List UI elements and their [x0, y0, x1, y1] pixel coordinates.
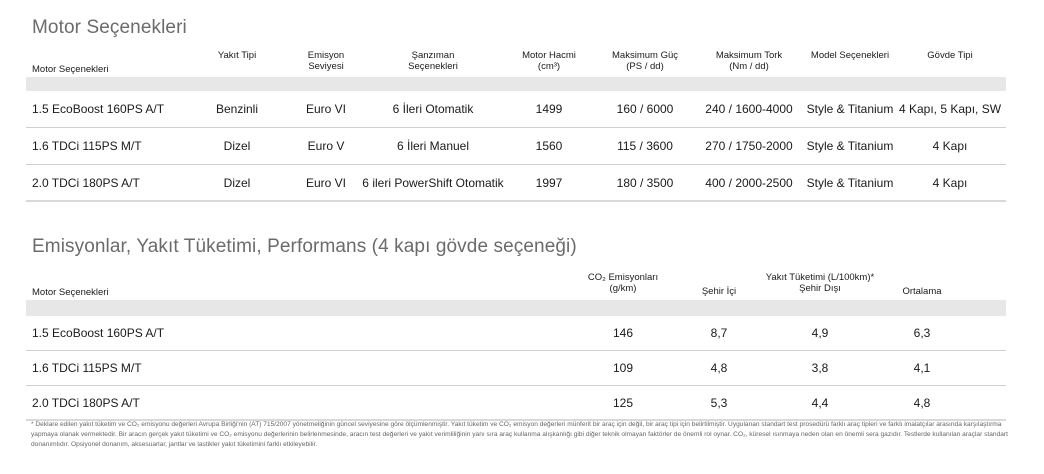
header-engine: Motor Seçenekleri — [32, 64, 109, 75]
cell-engine: 2.0 TDCi 180PS A/T — [32, 395, 140, 410]
header-body: Gövde Tipi — [927, 50, 973, 61]
cell-highway: 3,8 — [811, 361, 829, 375]
cell-highway: 4,9 — [811, 326, 829, 340]
cell-fuel: Dizel — [223, 139, 251, 153]
header-gearbox: Şanzıman Seçenekleri — [408, 50, 458, 72]
section-title-emissions: Emisyonlar, Yakıt Tüketimi, Performans (… — [32, 236, 577, 257]
cell-engine: 1.6 TDCi 115PS M/T — [32, 139, 142, 153]
table-row: 1.5 EcoBoost 160PS A/T Benzinli Euro VI 6 İ… — [26, 91, 1006, 128]
cell-highway: 4,4 — [811, 395, 829, 410]
cell-power: 115 / 3600 — [617, 139, 673, 153]
table-row: 1.6 TDCi 115PS M/T Dizel Euro V 6 İleri Man… — [26, 128, 1006, 165]
cell-fuel: Dizel — [223, 175, 251, 190]
cell-average: 4,1 — [913, 361, 931, 375]
table-row: 2.0 TDCi 180PS A/T 125 5,3 4,4 4,8 — [26, 386, 1006, 421]
cell-displacement: 1997 — [535, 175, 563, 190]
cell-engine: 1.5 EcoBoost 160PS A/T — [32, 326, 165, 340]
cell-average: 4,8 — [913, 395, 931, 410]
cell-city: 4,8 — [710, 361, 728, 375]
header-city: Şehir İçi — [701, 286, 737, 297]
cell-model: Style & Titanium — [806, 139, 894, 153]
cell-gearbox: 6 İleri Manuel — [396, 139, 470, 153]
cell-emission: Euro VI — [305, 175, 347, 190]
cell-gearbox: 6 İleri Otomatik — [392, 102, 474, 116]
header-emission: Emisyon Seviyesi — [307, 50, 345, 72]
cell-co2: 125 — [612, 395, 634, 410]
cell-co2: 109 — [612, 361, 634, 375]
header-fuel-consumption: Yakıt Tüketimi (L/100km)* — [765, 272, 875, 283]
cell-engine: 1.5 EcoBoost 160PS A/T — [32, 102, 165, 116]
cell-body: 4 Kapı — [932, 175, 968, 190]
header-average: Ortalama — [902, 286, 942, 297]
cell-fuel: Benzinli — [215, 102, 259, 116]
header-highway: Şehir Dışı — [799, 283, 841, 294]
footnote: * Deklare edilen yakıt tüketim ve CO₂ em… — [31, 421, 1008, 448]
table-row: 1.5 EcoBoost 160PS A/T 146 8,7 4,9 6,3 — [26, 316, 1006, 351]
cell-engine: 2.0 TDCi 180PS A/T — [32, 175, 140, 190]
cell-engine: 1.6 TDCi 115PS M/T — [32, 361, 142, 375]
header-separator-band — [26, 300, 1006, 316]
header-co2: CO₂ Emisyonları (g/km) — [587, 272, 659, 294]
cell-torque: 240 / 1600-4000 — [705, 102, 793, 116]
cell-gearbox: 6 ileri PowerShift Otomatik — [362, 175, 504, 190]
cell-torque: 270 / 1750-2000 — [705, 139, 793, 153]
cell-torque: 400 / 2000-2500 — [705, 175, 793, 190]
header-max-torque: Maksimum Tork (Nm / dd) — [715, 50, 783, 72]
cell-model: Style & Titanium — [806, 102, 894, 116]
header-fuel: Yakıt Tipi — [217, 50, 257, 61]
cell-average: 6,3 — [913, 326, 931, 340]
cell-city: 5,3 — [710, 395, 728, 410]
section-title-engine-options: Motor Seçenekleri — [32, 17, 187, 38]
cell-body: 4 Kapı, 5 Kapı, SW — [898, 102, 1002, 116]
cell-co2: 146 — [612, 326, 634, 340]
table-row: 2.0 TDCi 180PS A/T Dizel Euro VI 6 ileri Po… — [26, 165, 1006, 202]
cell-body: 4 Kapı — [932, 139, 968, 153]
header-displacement: Motor Hacmi (cm³) — [522, 50, 576, 72]
cell-power: 160 / 6000 — [616, 102, 674, 116]
cell-emission: Euro V — [307, 139, 345, 153]
cell-model: Style & Titanium — [806, 175, 894, 190]
header-max-power: Maksimum Güç (PS / dd) — [612, 50, 678, 72]
cell-displacement: 1499 — [535, 102, 563, 116]
header-separator-band — [26, 77, 1006, 91]
header-engine: Motor Seçenekleri — [32, 287, 109, 298]
cell-displacement: 1560 — [535, 139, 563, 153]
header-model: Model Seçenekleri — [810, 50, 890, 61]
cell-power: 180 / 3500 — [616, 175, 674, 190]
cell-emission: Euro VI — [305, 102, 347, 116]
table-row: 1.6 TDCi 115PS M/T 109 4,8 3,8 4,1 — [26, 351, 1006, 386]
cell-city: 8,7 — [710, 326, 728, 340]
